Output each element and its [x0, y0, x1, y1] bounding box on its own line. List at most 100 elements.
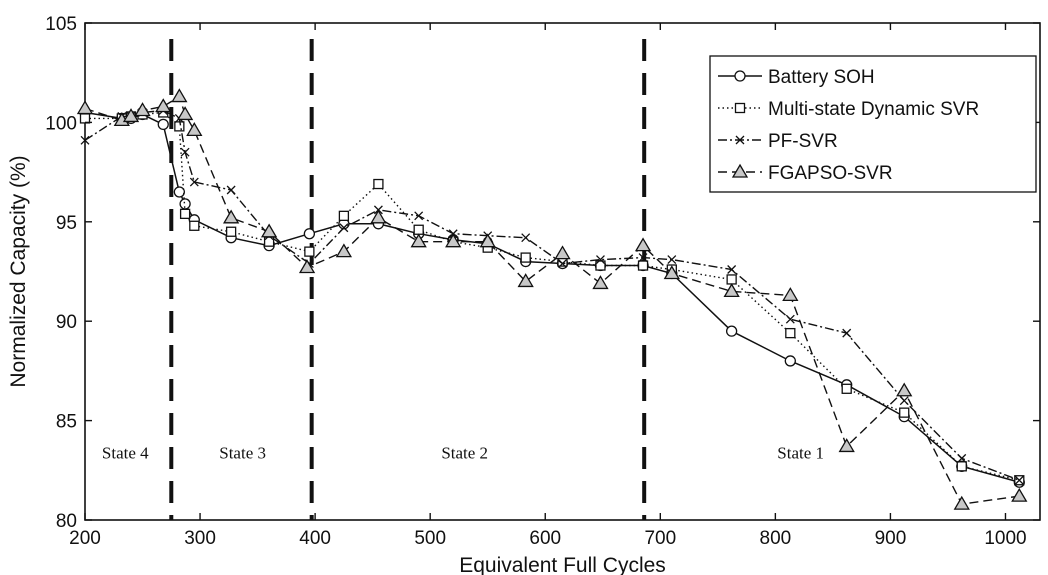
- legend-label: Multi-state Dynamic SVR: [768, 99, 979, 120]
- data-point: [841, 383, 852, 394]
- data-point: [953, 495, 970, 510]
- data-point: [445, 233, 462, 248]
- data-point: [638, 253, 648, 263]
- data-point: [370, 209, 387, 224]
- data-point: [723, 283, 740, 298]
- x-tick-label: 1000: [984, 528, 1026, 549]
- data-point: [899, 396, 909, 406]
- data-point: [842, 328, 852, 338]
- legend-label: Battery SOH: [768, 67, 875, 88]
- data-point: [785, 314, 795, 324]
- data-point: [727, 265, 737, 274]
- data-point: [517, 273, 534, 288]
- data-point: [838, 438, 855, 453]
- x-tick-label: 600: [529, 528, 561, 549]
- data-point: [298, 259, 316, 274]
- data-point: [554, 245, 571, 260]
- y-axis-ticks: 80 85 90 95 100 105: [45, 14, 1040, 532]
- data-point: [595, 260, 606, 271]
- series-line: [84, 95, 1020, 505]
- x-tick-label: 700: [644, 528, 676, 549]
- data-point: [956, 461, 967, 472]
- data-point: [667, 255, 677, 265]
- y-tick-label: 105: [45, 14, 77, 35]
- legend-box: [709, 55, 1037, 193]
- data-point: [179, 208, 191, 219]
- data-point: [1011, 487, 1028, 502]
- legend-label: FGAPSO-SVR: [768, 163, 893, 184]
- data-point: [157, 118, 169, 131]
- data-point: [726, 274, 737, 285]
- state-label: State 1: [777, 443, 824, 462]
- data-point: [171, 88, 188, 103]
- legend-marker: [734, 102, 746, 114]
- y-axis-title: Normalized Capacity (%): [7, 155, 30, 387]
- state-boundaries: [169, 39, 647, 520]
- data-point: [899, 407, 910, 418]
- data-point: [339, 223, 349, 233]
- series-layer: [76, 88, 1028, 510]
- legend-marker: [734, 70, 746, 82]
- data-point: [189, 177, 199, 187]
- data-point: [338, 210, 350, 221]
- legend-label: PF-SVR: [768, 131, 838, 152]
- data-point: [155, 98, 172, 113]
- y-tick-label: 90: [56, 312, 77, 333]
- data-point: [260, 223, 278, 238]
- data-point: [637, 260, 649, 271]
- data-point: [521, 233, 531, 243]
- data-point: [725, 325, 738, 337]
- legend: Battery SOH Multi-state Dynamic SVR PF-SVR…: [709, 55, 1037, 193]
- data-point: [173, 186, 185, 198]
- y-tick-label: 80: [56, 511, 77, 532]
- legend-marker: [735, 135, 745, 145]
- y-tick-label: 85: [56, 412, 77, 433]
- data-point: [782, 287, 799, 302]
- legend-marker: [731, 163, 749, 178]
- state-label: State 2: [441, 443, 488, 462]
- data-point: [596, 255, 605, 265]
- data-point: [410, 233, 427, 248]
- data-point: [414, 211, 424, 221]
- data-point: [373, 178, 384, 190]
- data-point: [304, 246, 315, 257]
- state-label: State 3: [219, 443, 266, 462]
- x-axis-ticks: 200 300 400 500 600 700 800 900 1000: [69, 23, 1027, 549]
- x-axis-title: Equivalent Full Cycles: [459, 554, 666, 575]
- data-point: [176, 106, 194, 121]
- data-point: [957, 453, 967, 463]
- x-tick-label: 900: [875, 528, 907, 549]
- data-point: [222, 209, 240, 224]
- x-tick-label: 500: [414, 528, 446, 549]
- data-point: [479, 233, 496, 248]
- data-point: [413, 224, 424, 235]
- plot-frame: [84, 22, 1041, 521]
- data-point: [896, 382, 913, 397]
- data-point: [134, 102, 151, 117]
- x-tick-label: 300: [184, 528, 216, 549]
- data-point: [186, 122, 203, 137]
- x-tick-label: 800: [760, 528, 792, 549]
- data-point: [174, 121, 185, 132]
- data-point: [1014, 475, 1024, 485]
- data-point: [335, 243, 353, 258]
- y-tick-label: 100: [45, 113, 77, 134]
- state-labels: State 4 State 3 State 2 State 1: [102, 443, 824, 462]
- data-point: [76, 100, 94, 115]
- data-point: [520, 252, 531, 263]
- y-tick-label: 95: [56, 213, 77, 234]
- data-point: [226, 185, 236, 195]
- data-point: [225, 226, 237, 237]
- data-point: [122, 108, 140, 123]
- data-point: [180, 147, 190, 157]
- data-point: [79, 113, 91, 124]
- data-point: [663, 265, 680, 280]
- data-point: [785, 327, 796, 339]
- data-point: [592, 275, 609, 290]
- state-label: State 4: [102, 443, 149, 462]
- data-point: [189, 220, 200, 231]
- data-point: [558, 259, 567, 269]
- data-point: [303, 228, 316, 240]
